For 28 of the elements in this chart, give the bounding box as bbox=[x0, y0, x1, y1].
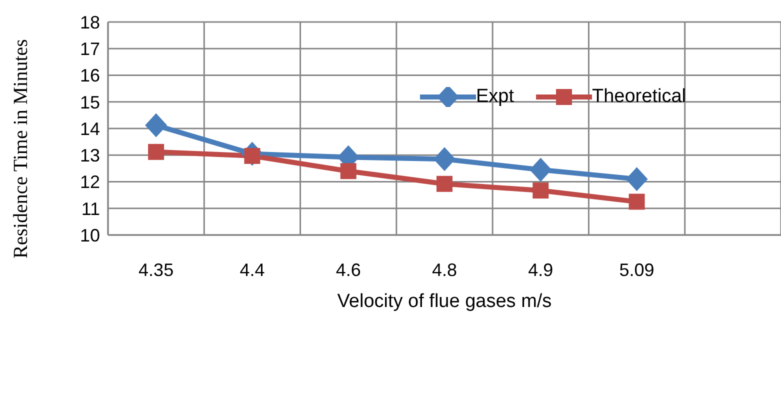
point bbox=[626, 167, 648, 192]
y-tick-label: 11 bbox=[81, 198, 100, 219]
point bbox=[340, 163, 356, 180]
x-tick-label: 4.35 bbox=[138, 260, 174, 280]
x-axis-title: Velocity of flue gases m/s bbox=[337, 291, 552, 312]
y-tick-label: 15 bbox=[80, 92, 100, 112]
x-tick-label: 4.8 bbox=[432, 260, 458, 280]
y-tick-label: 18 bbox=[80, 12, 100, 32]
point bbox=[434, 147, 456, 172]
y-tick-label: 16 bbox=[80, 66, 100, 86]
legend-label: Theoretical bbox=[592, 86, 686, 108]
point bbox=[436, 176, 452, 192]
point bbox=[145, 113, 168, 138]
y-tick-label: 17 bbox=[80, 39, 100, 60]
x-tick-label: 4.4 bbox=[240, 260, 265, 280]
point bbox=[148, 144, 164, 160]
y-tick-label: 12 bbox=[80, 172, 100, 192]
y-tick-label: 13 bbox=[80, 146, 100, 166]
x-tick-label: 5.09 bbox=[619, 260, 654, 280]
point bbox=[530, 158, 552, 182]
y-tick-label: 14 bbox=[80, 118, 100, 139]
y-tick-label: 10 bbox=[80, 225, 100, 246]
x-tick-label: 4.6 bbox=[336, 260, 361, 280]
legend-label: Expt bbox=[476, 86, 514, 108]
point bbox=[532, 182, 549, 199]
y-axis-title: Residence Time in Minutes bbox=[10, 38, 32, 258]
point bbox=[628, 194, 645, 210]
x-tick-label: 4.9 bbox=[528, 260, 554, 280]
